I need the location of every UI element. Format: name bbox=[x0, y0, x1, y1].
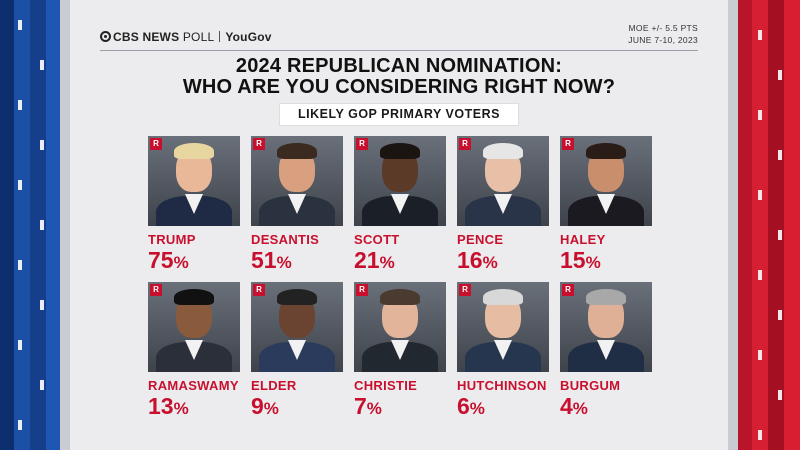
candidate-photo: R bbox=[148, 136, 240, 226]
candidate-photo: R bbox=[354, 136, 446, 226]
candidate-percent: 6% bbox=[457, 393, 485, 419]
margin-of-error: MOE +/- 5.5 PTS JUNE 7-10, 2023 bbox=[628, 22, 698, 46]
candidate-name: CHRISTIE bbox=[354, 378, 418, 393]
candidate-percent: 16% bbox=[457, 247, 498, 273]
candidate-percent: 4% bbox=[560, 393, 588, 419]
candidate-name: RAMASWAMY bbox=[148, 378, 239, 393]
candidate-card: R HUTCHINSON 6% bbox=[457, 282, 549, 421]
republican-badge: R bbox=[356, 138, 368, 150]
candidate-card: R SCOTT 21% bbox=[354, 136, 446, 275]
header-divider bbox=[100, 50, 698, 51]
republican-badge: R bbox=[150, 284, 162, 296]
republican-badge: R bbox=[459, 138, 471, 150]
candidate-card: R RAMASWAMY 13% bbox=[148, 282, 240, 421]
republican-badge: R bbox=[253, 284, 265, 296]
candidate-name: HALEY bbox=[560, 232, 606, 247]
candidate-photo: R bbox=[251, 136, 343, 226]
candidate-card: R ELDER 9% bbox=[251, 282, 343, 421]
candidate-photo: R bbox=[560, 136, 652, 226]
candidate-photo: R bbox=[457, 282, 549, 372]
republican-badge: R bbox=[150, 138, 162, 150]
republican-badge: R bbox=[562, 138, 574, 150]
poll-board: CBS NEWS POLL YouGov MOE +/- 5.5 PTS JUNE… bbox=[70, 0, 728, 450]
partner-name: YouGov bbox=[225, 30, 272, 44]
brand-line: CBS NEWS POLL YouGov bbox=[100, 30, 272, 44]
poll-word: POLL bbox=[182, 30, 215, 44]
moe-text: MOE +/- 5.5 PTS bbox=[628, 23, 698, 33]
republican-badge: R bbox=[253, 138, 265, 150]
candidate-name: BURGUM bbox=[560, 378, 621, 393]
republican-badge: R bbox=[459, 284, 471, 296]
left-flag-stripe bbox=[0, 0, 70, 450]
candidate-card: R TRUMP 75% bbox=[148, 136, 240, 275]
right-flag-stripe bbox=[728, 0, 800, 450]
candidate-photo: R bbox=[457, 136, 549, 226]
poll-dates: JUNE 7-10, 2023 bbox=[628, 35, 698, 45]
candidate-percent: 13% bbox=[148, 393, 189, 419]
candidate-name: PENCE bbox=[457, 232, 504, 247]
candidate-percent: 9% bbox=[251, 393, 279, 419]
candidate-percent: 21% bbox=[354, 247, 395, 273]
chart-subtitle: LIKELY GOP PRIMARY VOTERS bbox=[279, 103, 519, 126]
network-name: CBS NEWS bbox=[113, 30, 180, 44]
candidate-card: R DESANTIS 51% bbox=[251, 136, 343, 275]
cbs-eye-icon bbox=[100, 31, 111, 42]
republican-badge: R bbox=[356, 284, 368, 296]
candidate-name: ELDER bbox=[251, 378, 297, 393]
candidate-card: R BURGUM 4% bbox=[560, 282, 652, 421]
candidate-card: R CHRISTIE 7% bbox=[354, 282, 446, 421]
republican-badge: R bbox=[562, 284, 574, 296]
title-line-2: WHO ARE YOU CONSIDERING RIGHT NOW? bbox=[182, 76, 616, 98]
candidate-name: TRUMP bbox=[148, 232, 196, 247]
candidate-name: DESANTIS bbox=[251, 232, 320, 247]
candidate-name: SCOTT bbox=[354, 232, 400, 247]
chart-title: 2024 REPUBLICAN NOMINATION: WHO ARE YOU … bbox=[70, 56, 728, 98]
candidate-photo: R bbox=[148, 282, 240, 372]
candidate-photo: R bbox=[354, 282, 446, 372]
candidate-percent: 7% bbox=[354, 393, 382, 419]
candidate-name: HUTCHINSON bbox=[457, 378, 547, 393]
title-line-1: 2024 REPUBLICAN NOMINATION: bbox=[235, 55, 563, 77]
candidate-card: R PENCE 16% bbox=[457, 136, 549, 275]
candidate-percent: 15% bbox=[560, 247, 601, 273]
candidate-photo: R bbox=[560, 282, 652, 372]
candidate-percent: 51% bbox=[251, 247, 292, 273]
candidate-card: R HALEY 15% bbox=[560, 136, 652, 275]
candidate-percent: 75% bbox=[148, 247, 189, 273]
candidate-photo: R bbox=[251, 282, 343, 372]
